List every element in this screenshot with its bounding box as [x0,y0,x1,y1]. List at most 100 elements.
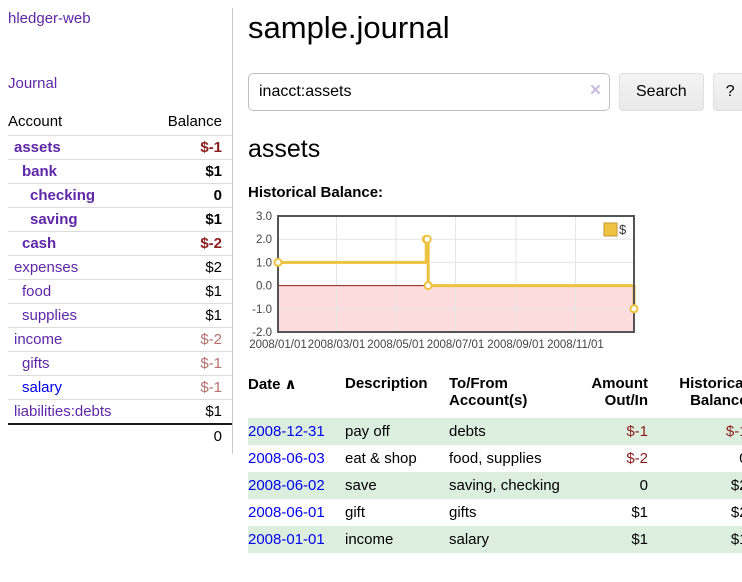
transaction-accounts: food, supplies [449,450,542,467]
account-balance: $1 [205,283,222,300]
transaction-accounts: saving, checking [449,472,585,499]
page: hledger-web Journal Account Balance asse… [8,8,742,553]
account-balance: $1 [205,163,222,180]
transaction-accounts: debts [449,418,585,445]
account-row-supplies: supplies $1 [8,303,232,327]
svg-text:2008/09/01: 2008/09/01 [487,339,545,351]
account-link-food[interactable]: food [22,283,52,300]
transaction-date-link[interactable]: 2008-06-03 [248,450,325,467]
account-link-salary[interactable]: salary [22,379,63,396]
accounts-table-header: Account Balance [8,110,232,135]
svg-text:-1.0: -1.0 [252,304,272,316]
search-input[interactable] [248,73,610,111]
account-row-cash: cash $-2 [8,231,232,255]
accounts-table: Account Balance assets $-1 bank $1 check… [8,110,232,448]
register-row: 2008-06-03 eat & shop food, supplies $-2… [248,445,742,472]
chart-title: Historical Balance: [248,184,384,201]
account-link-supplies[interactable]: supplies [22,307,78,324]
transaction-accounts: gifts [449,504,477,521]
account-link-cash[interactable]: cash [22,235,57,252]
account-link-gifts[interactable]: gifts [22,355,50,372]
account-balance: $1 [205,211,222,228]
account-row-income: income $-2 [8,327,232,351]
register-row: 2008-12-31 pay off debts $-1 $-1 [248,418,742,445]
register-table: Date ∧ Description To/From Account(s) Amo… [248,373,742,553]
account-row-gifts: gifts $-1 [8,351,232,375]
transaction-balance: $1 [648,526,742,553]
register-header-row: Date ∧ Description To/From Account(s) Amo… [248,373,742,418]
account-link-saving[interactable]: saving [30,211,78,228]
transaction-balance: $2 [648,472,742,499]
register-header-accounts: To/From Account(s) [449,375,528,409]
accounts-total-balance: 0 [213,428,222,445]
transaction-balance: 0 [648,445,742,472]
transaction-balance: $2 [730,504,742,521]
svg-text:2008/07/01: 2008/07/01 [427,339,485,351]
transaction-description: pay off [345,418,449,445]
register-header-date[interactable]: Date ∧ [248,373,345,418]
transaction-date-link[interactable]: 2008-01-01 [248,531,325,548]
account-row-assets: assets $-1 [8,135,232,159]
transaction-date-link[interactable]: 2008-06-02 [248,477,325,494]
accounts-header-account: Account [8,113,63,130]
sort-ascending-icon: ∧ [284,376,297,393]
account-link-checking[interactable]: checking [30,187,96,204]
sidebar-item-journal[interactable]: Journal [8,75,58,92]
transaction-description: save [345,472,449,499]
account-link-income[interactable]: income [14,331,63,348]
date-header-label: Date [248,376,281,393]
account-row-food: food $1 [8,279,232,303]
svg-text:3.0: 3.0 [256,211,272,223]
sidebar: hledger-web Journal Account Balance asse… [8,8,233,454]
transaction-date-link[interactable]: 2008-06-01 [248,504,325,521]
svg-text:2.0: 2.0 [256,234,272,246]
account-heading: assets [248,135,321,163]
transaction-accounts: salary [449,526,585,553]
svg-text:0.0: 0.0 [256,281,272,293]
register-header-balance: Historical Balance [679,375,742,409]
svg-text:$: $ [619,222,627,237]
search-button[interactable]: Search [619,73,704,111]
account-balance: $-1 [200,379,222,396]
account-balance: $1 [205,403,222,420]
svg-text:2008/03/01: 2008/03/01 [308,339,366,351]
transaction-description: income [345,526,449,553]
account-balance: $1 [205,307,222,324]
account-link-bank[interactable]: bank [22,163,58,180]
transaction-date-link[interactable]: 2008-12-31 [248,423,325,440]
register-row: 2008-01-01 income salary $1 $1 [248,526,742,553]
account-row-salary: salary $-1 [8,375,232,399]
app-title-link[interactable]: hledger-web [8,10,91,27]
transaction-amount: $1 [585,526,648,553]
transaction-description: gift [345,504,366,521]
account-balance: $2 [205,259,222,276]
main-content: sample.journal × Search ? assets Histori… [233,8,742,553]
search-form: × Search ? [248,73,742,111]
account-balance: $-2 [200,331,222,348]
svg-text:1.0: 1.0 [256,257,272,269]
account-row-bank: bank $1 [8,159,232,183]
account-balance: $-1 [200,139,222,156]
account-row-liabilities-debts: liabilities:debts $1 [8,399,232,425]
page-title: sample.journal [248,10,450,45]
svg-text:-2.0: -2.0 [252,327,272,339]
chart-container: $3.0 2.0 1.0 0.0 -1.0 -2.0 2008/01/01 2008/03/0… [248,210,742,352]
account-row-expenses: expenses $2 [8,255,232,279]
account-balance: $-2 [200,235,222,252]
svg-text:2008/11/01: 2008/11/01 [547,339,604,351]
account-balance: 0 [213,187,222,204]
help-button[interactable]: ? [712,73,742,111]
svg-text:2008/01/01: 2008/01/01 [249,339,307,351]
clear-search-icon[interactable]: × [589,80,601,101]
account-balance: $-1 [200,355,222,372]
accounts-header-balance: Balance [167,113,222,130]
register-header-description: Description [345,375,428,392]
account-link-assets[interactable]: assets [14,139,61,156]
account-link-expenses[interactable]: expenses [14,259,79,276]
transaction-amount: $1 [631,504,648,521]
transaction-amount: 0 [585,472,648,499]
account-link-liabilities-debts[interactable]: liabilities:debts [14,403,112,420]
accounts-total-row: 0 [8,425,232,448]
svg-text:2008/05/01: 2008/05/01 [367,339,425,351]
